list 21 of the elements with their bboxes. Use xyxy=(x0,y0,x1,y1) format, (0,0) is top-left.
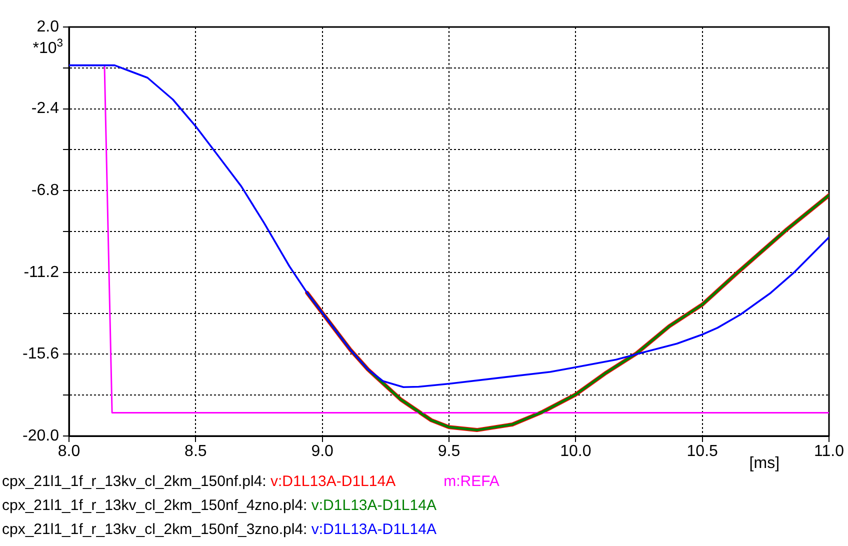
text: v:D1L13A-D1L14A xyxy=(311,497,436,514)
y-tick-label: -11.2 xyxy=(24,264,60,281)
y-tick-label: -15.6 xyxy=(22,346,60,363)
text: cpx_21l1_1f_r_13kv_cl_2km_150nf.pl4: xyxy=(2,473,268,490)
y-tick-label: -6.8 xyxy=(31,182,60,200)
text: v:D1L13A-D1L14A xyxy=(270,473,396,490)
y-tick-label: 2.0 xyxy=(36,18,60,36)
x-tick-label: 8.0 xyxy=(58,443,80,460)
y-tick-label: -20.0 xyxy=(22,427,60,444)
y-tick-label: -2.4 xyxy=(31,100,60,118)
x-tick-label: 11.0 xyxy=(814,443,844,460)
text: m:REFA xyxy=(444,473,500,490)
x-tick-label: 9.0 xyxy=(311,443,334,460)
text: cpx_21l1_1f_r_13kv_cl_2km_150nf_3zno.pl4: xyxy=(2,521,308,538)
x-tick-label: 10.0 xyxy=(560,443,592,460)
x-axis-title: [ms] xyxy=(749,455,780,472)
x-tick-label: 10.5 xyxy=(686,443,718,460)
x-tick-label: 9.5 xyxy=(438,443,460,460)
x-tick-label: 8.5 xyxy=(184,443,207,460)
text: v:D1L13A-D1L14A xyxy=(311,521,436,538)
text: cpx_21l1_1f_r_13kv_cl_2km_150nf_4zno.pl4: xyxy=(2,497,308,514)
